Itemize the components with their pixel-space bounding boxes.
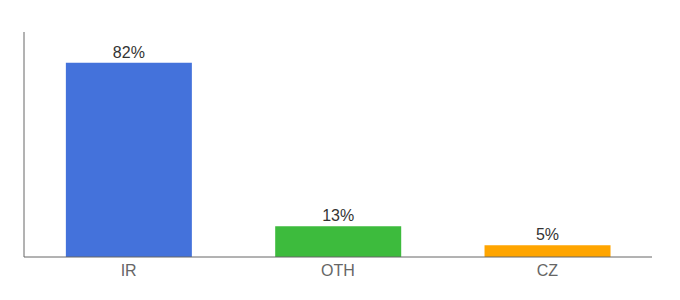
svg-text:82%: 82% <box>113 44 145 61</box>
svg-text:5%: 5% <box>536 226 559 243</box>
svg-text:13%: 13% <box>322 207 354 224</box>
svg-text:IR: IR <box>121 262 137 279</box>
svg-text:CZ: CZ <box>537 262 559 279</box>
svg-text:OTH: OTH <box>321 262 355 279</box>
